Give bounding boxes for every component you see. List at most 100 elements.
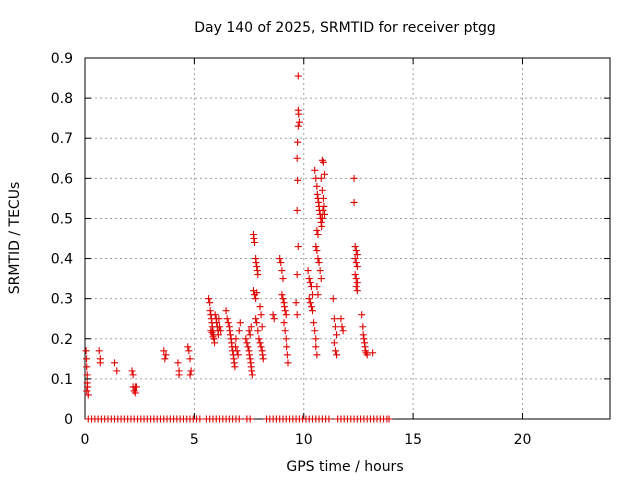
data-point bbox=[257, 311, 265, 319]
x-tick-label: 20 bbox=[514, 432, 532, 448]
data-point bbox=[213, 319, 221, 327]
data-point bbox=[243, 339, 251, 347]
data-point bbox=[223, 315, 231, 323]
data-point bbox=[254, 327, 262, 335]
data-point bbox=[284, 359, 292, 367]
data-point bbox=[215, 315, 223, 323]
data-point bbox=[230, 359, 238, 367]
data-point bbox=[161, 355, 169, 363]
data-point bbox=[226, 331, 234, 339]
data-point bbox=[234, 351, 242, 359]
data-point bbox=[277, 259, 285, 267]
data-point bbox=[295, 110, 303, 118]
y-axis-label: SRMTID / TECUs bbox=[7, 182, 23, 295]
data-points bbox=[82, 72, 393, 423]
data-point bbox=[293, 206, 301, 214]
data-point bbox=[319, 194, 327, 202]
data-point bbox=[175, 371, 183, 379]
data-point bbox=[216, 323, 224, 331]
data-point bbox=[313, 182, 321, 190]
data-point bbox=[320, 202, 328, 210]
data-point bbox=[314, 230, 322, 238]
data-point bbox=[226, 327, 234, 335]
data-point bbox=[184, 343, 192, 351]
x-axis-label: GPS time / hours bbox=[286, 459, 403, 475]
data-point bbox=[233, 347, 241, 355]
data-point bbox=[353, 279, 361, 287]
data-point bbox=[353, 263, 361, 271]
data-point bbox=[256, 339, 264, 347]
data-point bbox=[293, 154, 301, 162]
data-point bbox=[131, 389, 139, 397]
y-tick-label: 0.5 bbox=[51, 211, 73, 227]
data-point bbox=[255, 335, 263, 343]
x-tick-label: 5 bbox=[190, 432, 199, 448]
data-point bbox=[305, 275, 313, 283]
data-point bbox=[318, 222, 326, 230]
data-point bbox=[186, 355, 194, 363]
data-point bbox=[83, 363, 91, 371]
data-point bbox=[363, 351, 371, 359]
data-point bbox=[329, 295, 337, 303]
data-point bbox=[246, 415, 254, 423]
data-point bbox=[353, 287, 361, 295]
data-point bbox=[269, 311, 277, 319]
data-point bbox=[259, 355, 267, 363]
data-point bbox=[196, 415, 204, 423]
data-point bbox=[247, 323, 255, 331]
data-point bbox=[358, 311, 366, 319]
data-point bbox=[352, 283, 360, 291]
data-point bbox=[96, 359, 104, 367]
data-point bbox=[232, 335, 240, 343]
data-point bbox=[160, 347, 168, 355]
data-point bbox=[312, 243, 320, 251]
data-point bbox=[245, 327, 253, 335]
data-point bbox=[352, 247, 360, 255]
data-point bbox=[211, 311, 219, 319]
data-point bbox=[313, 351, 321, 359]
data-point bbox=[314, 255, 322, 263]
data-point bbox=[83, 371, 91, 379]
data-point bbox=[305, 295, 313, 303]
data-point bbox=[330, 339, 338, 347]
data-point bbox=[293, 311, 301, 319]
data-point bbox=[252, 295, 260, 303]
data-point bbox=[350, 198, 358, 206]
data-point bbox=[244, 343, 252, 351]
data-point bbox=[318, 186, 326, 194]
data-point bbox=[304, 267, 312, 275]
data-point bbox=[351, 271, 359, 279]
data-point bbox=[337, 315, 345, 323]
data-point bbox=[352, 275, 360, 283]
data-point bbox=[369, 349, 377, 357]
data-point bbox=[83, 387, 91, 395]
data-point bbox=[315, 259, 323, 267]
data-point bbox=[224, 319, 232, 327]
data-point bbox=[281, 307, 289, 315]
data-point bbox=[352, 259, 360, 267]
x-tick-label: 10 bbox=[295, 432, 313, 448]
data-point bbox=[350, 174, 358, 182]
data-point bbox=[338, 323, 346, 331]
data-point bbox=[294, 72, 302, 80]
data-point bbox=[248, 367, 256, 375]
data-point bbox=[351, 255, 359, 263]
y-tick-label: 0.8 bbox=[51, 91, 73, 107]
data-point bbox=[280, 319, 288, 327]
data-point bbox=[331, 347, 339, 355]
data-point bbox=[246, 351, 253, 359]
data-point bbox=[111, 359, 119, 367]
data-point bbox=[283, 351, 291, 359]
data-point bbox=[82, 347, 90, 355]
data-point bbox=[318, 214, 326, 222]
data-point bbox=[235, 415, 243, 423]
y-tick-label: 0.2 bbox=[51, 332, 73, 348]
data-point bbox=[129, 371, 137, 379]
data-point bbox=[270, 315, 278, 323]
data-point bbox=[281, 327, 289, 335]
data-point bbox=[330, 315, 338, 323]
data-point bbox=[259, 351, 267, 359]
